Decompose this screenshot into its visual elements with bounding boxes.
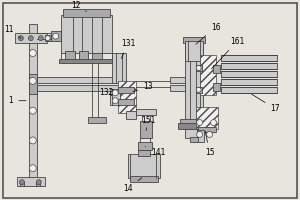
Text: 11: 11 <box>4 25 21 38</box>
Bar <box>200 55 215 95</box>
Text: 14: 14 <box>123 178 142 193</box>
Bar <box>118 99 134 105</box>
Bar <box>36 182 40 186</box>
Circle shape <box>29 165 36 172</box>
Bar <box>170 85 185 91</box>
Bar <box>138 142 152 150</box>
Bar <box>190 137 198 142</box>
Text: 151: 151 <box>141 116 155 130</box>
Bar <box>17 177 45 186</box>
Bar <box>128 154 160 178</box>
Text: 13: 13 <box>133 82 153 92</box>
Circle shape <box>211 120 217 126</box>
Bar <box>29 74 37 94</box>
Circle shape <box>28 36 33 41</box>
Bar <box>110 89 120 105</box>
Circle shape <box>112 90 118 96</box>
Bar <box>196 130 204 142</box>
Bar <box>140 121 152 138</box>
Circle shape <box>196 65 201 70</box>
Circle shape <box>197 120 203 126</box>
Bar <box>213 65 220 73</box>
Circle shape <box>38 36 43 41</box>
Bar <box>37 85 126 91</box>
Bar <box>213 83 220 91</box>
Text: 1: 1 <box>9 96 26 105</box>
Bar <box>138 150 150 156</box>
Bar <box>64 51 74 61</box>
Text: 12: 12 <box>71 1 86 11</box>
Bar <box>185 41 203 121</box>
Text: 161: 161 <box>212 37 244 69</box>
Bar <box>221 55 277 61</box>
Circle shape <box>29 107 36 114</box>
Bar <box>183 37 205 43</box>
Bar <box>221 63 277 69</box>
Bar <box>221 87 277 93</box>
Bar <box>221 71 277 77</box>
Circle shape <box>29 50 36 57</box>
Bar <box>59 59 114 63</box>
Bar <box>20 182 24 186</box>
Circle shape <box>53 33 59 39</box>
Circle shape <box>29 137 36 144</box>
Bar <box>130 176 158 182</box>
Circle shape <box>112 98 118 104</box>
Bar <box>118 87 134 93</box>
Bar <box>196 87 202 93</box>
Text: 132: 132 <box>99 88 113 97</box>
Bar <box>170 77 185 83</box>
Text: 16: 16 <box>196 23 220 44</box>
Bar <box>79 51 88 61</box>
Circle shape <box>207 131 213 137</box>
Bar <box>63 9 110 17</box>
Circle shape <box>20 180 24 185</box>
Bar <box>178 123 210 129</box>
Bar <box>51 31 61 41</box>
Bar <box>45 35 51 41</box>
Circle shape <box>197 131 203 137</box>
Circle shape <box>45 36 50 41</box>
Bar <box>198 127 215 132</box>
Bar <box>180 119 208 125</box>
Bar <box>118 81 136 113</box>
Bar <box>136 109 156 115</box>
Circle shape <box>196 87 201 92</box>
Bar <box>112 53 126 83</box>
Bar <box>196 65 202 71</box>
Bar <box>37 77 126 83</box>
Bar <box>61 15 112 53</box>
Bar <box>92 53 102 61</box>
Bar <box>88 117 106 123</box>
Circle shape <box>29 77 36 84</box>
Bar <box>185 129 197 138</box>
Bar <box>29 24 37 178</box>
Text: 141: 141 <box>145 146 165 157</box>
Text: 15: 15 <box>205 131 214 157</box>
Circle shape <box>36 180 41 185</box>
Circle shape <box>18 36 23 41</box>
Text: 131: 131 <box>121 39 135 58</box>
Bar <box>126 111 136 119</box>
Text: 17: 17 <box>252 94 280 113</box>
Bar <box>15 33 47 43</box>
Bar <box>221 79 277 85</box>
Bar <box>196 107 217 129</box>
Bar <box>185 41 203 61</box>
